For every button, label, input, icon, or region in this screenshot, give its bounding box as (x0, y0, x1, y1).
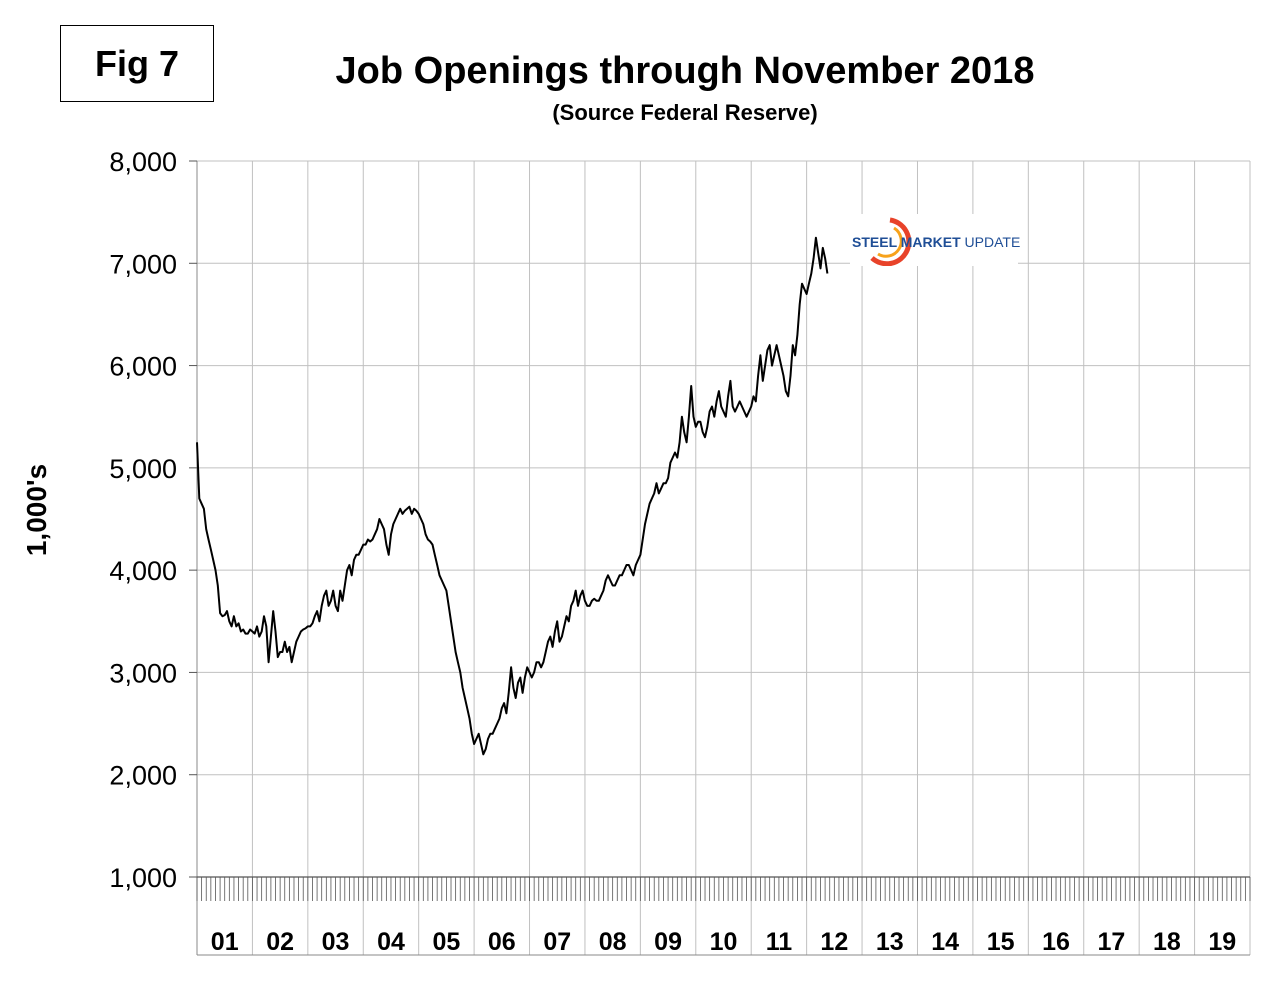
x-tick-label: 11 (766, 928, 793, 956)
figure-label: Fig 7 (94, 42, 179, 84)
y-axis-label: 1,000's (21, 463, 52, 557)
y-tick-label: 3,000 (109, 658, 177, 688)
chart-subtitle: (Source Federal Reserve) (552, 100, 818, 125)
x-tick-label: 19 (1208, 928, 1236, 956)
month-tick-marks (196, 877, 1251, 901)
y-tick-label: 1,000 (109, 863, 177, 893)
y-tick-label: 8,000 (109, 147, 177, 177)
logo-text-rest: UPDATE (960, 234, 1021, 250)
y-tick-labels: 1,000 2,000 3,000 4,000 5,000 6,000 7,000 8,000 (109, 147, 177, 893)
figure-label-box: Fig 7 (60, 25, 214, 102)
x-tick-label: 18 (1153, 928, 1181, 956)
logo-swoosh-icon (870, 217, 912, 266)
x-tick-label: 10 (710, 928, 738, 956)
logo-text-bold: STEEL MARKET (852, 234, 961, 250)
logo-text: STEEL MARKET UPDATE (852, 234, 1020, 250)
x-tick-label: 05 (432, 928, 460, 956)
chart-title: Job Openings through November 2018 (335, 50, 1035, 92)
steel-market-update-logo: STEEL MARKET UPDATE (850, 214, 1020, 266)
y-tick-label: 5,000 (109, 454, 177, 484)
x-tick-label: 04 (377, 928, 405, 956)
y-tick-label: 7,000 (109, 249, 177, 279)
y-tick-label: 6,000 (109, 352, 177, 382)
x-tick-label: 13 (876, 928, 904, 956)
x-tick-label: 09 (654, 928, 682, 956)
y-tick-label: 2,000 (109, 761, 177, 791)
x-tick-label: 07 (543, 928, 571, 956)
axes (189, 160, 1250, 956)
x-tick-label: 17 (1098, 928, 1126, 956)
y-tick-label: 4,000 (109, 556, 177, 586)
horizontal-gridlines (197, 160, 1250, 776)
series-layer (196, 236, 829, 756)
x-tick-label: 06 (488, 928, 516, 956)
x-tick-label: 03 (322, 928, 350, 956)
x-tick-label: 08 (599, 928, 627, 956)
series-line (196, 236, 829, 756)
x-tick-label: 02 (266, 928, 294, 956)
x-tick-label: 01 (211, 928, 239, 956)
x-tick-label: 16 (1042, 928, 1070, 956)
x-tick-label: 12 (820, 928, 848, 956)
x-tick-label: 14 (931, 928, 959, 956)
x-tick-label: 15 (987, 928, 1015, 956)
x-tick-labels: 01 02 03 04 05 06 07 08 09 10 11 12 13 14 15 16 17 18 19 (211, 928, 1236, 956)
vertical-gridlines (251, 161, 1251, 955)
